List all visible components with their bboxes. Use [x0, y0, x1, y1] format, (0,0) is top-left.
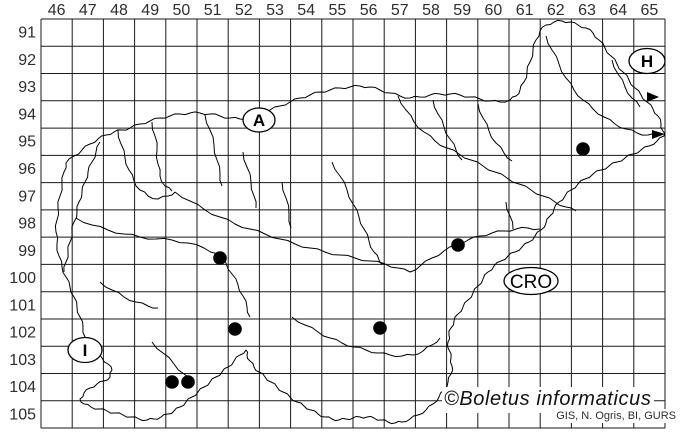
country-letter: A — [253, 111, 265, 130]
column-label: 65 — [641, 2, 659, 19]
occurrence-dot — [576, 142, 590, 156]
country-ellipse — [242, 107, 276, 133]
country-ellipse — [628, 47, 666, 75]
country-ellipse — [503, 266, 559, 296]
row-label: 93 — [18, 79, 36, 96]
occurrence-dot — [451, 238, 465, 252]
river-line — [151, 121, 173, 192]
river-line — [242, 151, 257, 209]
column-label: 64 — [609, 2, 627, 19]
column-label: 55 — [329, 2, 347, 19]
river-line — [75, 217, 227, 264]
river-exit-arrow — [647, 92, 659, 102]
river-line — [432, 99, 463, 161]
row-label: 103 — [9, 352, 36, 369]
column-label: 46 — [48, 2, 66, 19]
row-label: 100 — [9, 270, 36, 287]
row-label: 91 — [18, 25, 36, 42]
country-ellipse — [67, 336, 103, 364]
row-label: 101 — [9, 297, 36, 314]
river-line — [99, 281, 159, 309]
country-label-a: A — [242, 107, 276, 133]
row-label: 94 — [18, 106, 36, 123]
river-line — [281, 181, 292, 229]
grid-lines — [40, 18, 666, 429]
column-label: 63 — [578, 2, 596, 19]
river-line — [611, 59, 641, 108]
row-label: 97 — [18, 188, 36, 205]
country-label-i: I — [67, 336, 103, 364]
copyright-text: ©Boletus informaticus — [442, 387, 655, 413]
column-label: 58 — [422, 2, 440, 19]
row-label: 98 — [18, 216, 36, 233]
river-exit-arrow — [652, 130, 665, 139]
column-label: 59 — [453, 2, 471, 19]
map-lines — [54, 19, 666, 425]
row-label: 95 — [18, 134, 36, 151]
occurrence-dots — [165, 142, 590, 389]
column-label: 54 — [297, 2, 315, 19]
country-letter: CRO — [510, 272, 552, 293]
row-label: 102 — [9, 325, 36, 342]
river-line — [291, 316, 441, 358]
column-label: 60 — [485, 2, 503, 19]
river-line — [117, 129, 176, 200]
country-letter: I — [83, 341, 88, 360]
column-label: 47 — [79, 2, 97, 19]
column-label: 53 — [266, 2, 284, 19]
row-label: 92 — [18, 52, 36, 69]
column-label: 56 — [360, 2, 378, 19]
column-label: 57 — [391, 2, 409, 19]
river-line — [225, 262, 251, 318]
column-label: 48 — [110, 2, 128, 19]
country-ellipses: A H CRO I — [67, 47, 666, 364]
attribution-text: GIS, N. Ogris, BI, GURS — [542, 409, 678, 423]
occurrence-dot — [373, 321, 387, 335]
column-label: 62 — [547, 2, 565, 19]
column-label: 51 — [204, 2, 222, 19]
row-label: 104 — [9, 379, 36, 396]
column-label: 61 — [516, 2, 534, 19]
row-label: 105 — [9, 406, 36, 423]
country-label-h: H — [628, 47, 666, 75]
occurrence-dot — [165, 375, 179, 389]
occurrence-dot — [181, 375, 195, 389]
column-label: 50 — [173, 2, 191, 19]
country-label-cro: CRO — [503, 266, 559, 296]
river-line — [545, 35, 658, 136]
axis-labels: 46 47 48 49 50 51 52 53 54 55 56 57 58 59 60 61 62 63 64 65… — [9, 2, 658, 423]
column-label: 49 — [141, 2, 159, 19]
river-line — [174, 191, 541, 273]
column-label: 52 — [235, 2, 253, 19]
occurrence-dot — [213, 251, 227, 265]
river-line — [331, 161, 384, 265]
river-line — [477, 103, 513, 162]
river-line — [63, 141, 101, 273]
country-border — [54, 19, 666, 425]
river-line — [204, 114, 223, 187]
row-label: 99 — [18, 243, 36, 260]
river-line — [397, 95, 577, 212]
row-label: 96 — [18, 161, 36, 178]
river-line — [505, 201, 514, 230]
country-letter: H — [641, 52, 653, 71]
occurrence-dot — [228, 322, 242, 336]
